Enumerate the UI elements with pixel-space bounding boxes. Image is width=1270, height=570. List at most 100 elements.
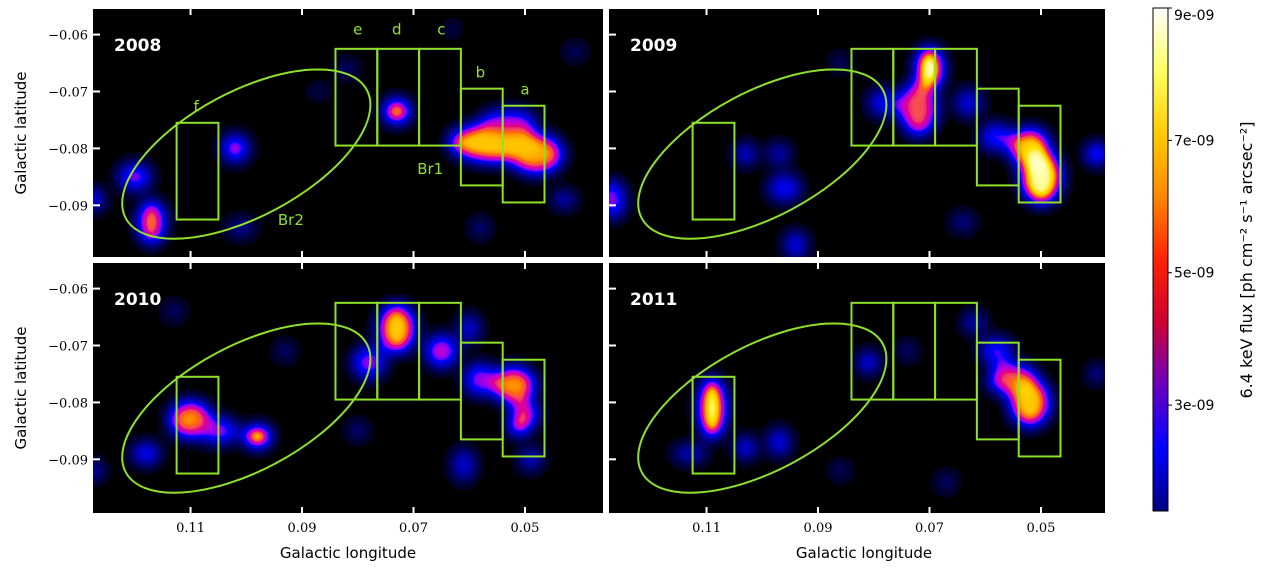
- emission-blob: [979, 337, 1014, 366]
- y-axis-label: Galactic latitude: [12, 71, 30, 194]
- emission-blob: [424, 334, 459, 368]
- x-axis-label: Galactic longitude: [796, 544, 932, 562]
- region-label: f: [193, 97, 199, 115]
- year-label: 2008: [114, 36, 161, 56]
- x-tick-label: 0.11: [692, 521, 721, 536]
- emission-blob: [552, 191, 576, 209]
- panel-2009: 2009: [609, 9, 1105, 257]
- year-label: 2011: [630, 290, 677, 310]
- y-tick-label: −0.08: [48, 396, 88, 411]
- panel-2008: e d c b a f Br1 Br2 2008: [93, 9, 603, 257]
- x-tick-label: 0.05: [511, 521, 540, 536]
- emission-blob: [954, 88, 983, 117]
- x-tick-label: 0.07: [399, 521, 428, 536]
- emission-blob: [471, 219, 489, 237]
- y-tick-label: −0.07: [48, 86, 88, 101]
- ticks: [93, 263, 526, 513]
- panel-2010: 2010: [93, 263, 603, 513]
- axes: −0.06 −0.07 −0.08 −0.09 Galactic latitude −0.…: [12, 29, 1055, 562]
- x-tick-label: 0.09: [804, 521, 833, 536]
- emission-blob: [463, 362, 498, 397]
- y-tick-label: −0.08: [48, 142, 88, 157]
- emission-blob: [349, 422, 367, 440]
- panel-2011: 2011: [609, 263, 1105, 513]
- region-ellipse-br2: [121, 68, 372, 240]
- region-label: Br2: [278, 211, 304, 229]
- region-box-f: [175, 375, 220, 475]
- emission-blob: [226, 219, 255, 237]
- colorbar-tick-label: 3e-09: [1174, 398, 1214, 414]
- region-label: e: [353, 21, 362, 39]
- x-tick-label: 0.07: [915, 521, 944, 536]
- emission-blob: [458, 314, 481, 343]
- region-box-f: [175, 121, 220, 221]
- y-tick-label: −0.07: [48, 340, 88, 355]
- emission-blob: [1019, 148, 1062, 205]
- emission-blob: [937, 473, 955, 491]
- emission-blob: [784, 231, 807, 257]
- x-tick-label: 0.11: [176, 521, 205, 536]
- region-ellipse-br2: [637, 322, 888, 494]
- emission-blob: [508, 413, 531, 437]
- emission-blob: [377, 303, 417, 354]
- emission-blob: [310, 85, 328, 98]
- emission-blob: [767, 142, 791, 166]
- emission-blob: [276, 342, 294, 360]
- emission-blob: [698, 377, 727, 439]
- colorbar-gradient: [1152, 7, 1169, 512]
- emission-blob: [1008, 377, 1051, 428]
- region-label: b: [476, 63, 486, 81]
- emission-blob: [898, 342, 916, 360]
- emission-blob: [519, 448, 542, 471]
- region-overlays: [121, 47, 546, 240]
- y-tick-label: −0.09: [48, 453, 88, 468]
- region-label: d: [392, 21, 402, 39]
- emission-blob: [243, 425, 272, 448]
- colorbar-tick-label: 5e-09: [1174, 266, 1214, 282]
- region-box-f: [691, 375, 736, 475]
- emission-blob: [480, 108, 537, 132]
- emission-blob: [1085, 142, 1105, 166]
- region-overlays: [121, 301, 546, 494]
- y-axis-label: Galactic latitude: [12, 326, 30, 449]
- emission-blob: [491, 365, 537, 405]
- region-box-a: [501, 104, 546, 204]
- emission-blob: [962, 311, 986, 334]
- emission-blob: [508, 133, 565, 176]
- ticks: [609, 263, 1042, 513]
- region-ellipse-br2: [637, 68, 888, 240]
- region-box-a: [1017, 358, 1062, 458]
- emission-blob: [951, 213, 975, 231]
- emission-blob: [93, 462, 105, 479]
- emission-blob: [831, 462, 849, 480]
- region-label: Br1: [417, 160, 443, 178]
- colorbar: 9e-09 7e-09 5e-09 3e-09 6.4 keV flux [ph cm⁻…: [1152, 7, 1256, 512]
- emission-blob: [1088, 365, 1105, 383]
- y-tick-label: −0.06: [48, 283, 88, 298]
- x-tick-label: 0.09: [288, 521, 317, 536]
- emission-blob: [831, 56, 849, 71]
- region-box-a: [1017, 104, 1062, 204]
- emission-blob: [566, 44, 584, 59]
- region-label: a: [520, 80, 529, 98]
- emission-blob: [445, 23, 460, 35]
- panels: e d c b a f Br1 Br2 2008 2009 2010 2011: [93, 9, 1105, 513]
- emission-blob: [734, 142, 757, 166]
- colorbar-tick-label: 7e-09: [1174, 133, 1214, 149]
- x-tick-label: 0.05: [1027, 521, 1056, 536]
- region-ellipse-br2: [121, 322, 372, 494]
- emission-blob: [898, 80, 938, 137]
- emission-blob: [221, 134, 250, 163]
- region-box-f: [691, 121, 736, 221]
- region-overlays: [637, 47, 1062, 240]
- region-overlays: [637, 301, 1062, 494]
- colorbar-title: 6.4 keV flux [ph cm⁻² s⁻¹ arcsec⁻²]: [1237, 121, 1256, 398]
- emission-blob: [767, 428, 791, 457]
- ticks: [93, 9, 526, 257]
- colorbar-tick-label: 9e-09: [1174, 8, 1214, 24]
- x-axis-label: Galactic longitude: [280, 544, 416, 562]
- emission-blob: [856, 351, 880, 374]
- region-label: c: [437, 21, 445, 39]
- emission-blob: [915, 46, 944, 92]
